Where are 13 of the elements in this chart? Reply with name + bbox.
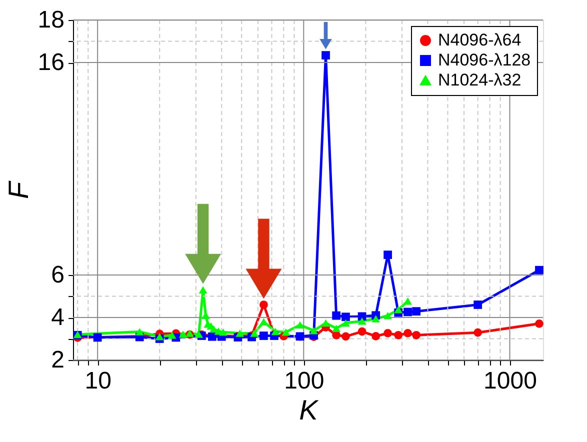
x-tick-label: 100 xyxy=(284,368,324,394)
legend-label: N4096-λ64 xyxy=(438,30,522,50)
legend-label: N4096-λ128 xyxy=(438,50,531,70)
y-axis-title: F xyxy=(2,180,34,200)
y-tick-label: 2 xyxy=(51,346,64,374)
x-axis-title: K xyxy=(299,394,320,426)
y-tick-label: 4 xyxy=(51,304,64,331)
y-tick-label: 6 xyxy=(51,262,64,288)
legend-label: N1024-λ32 xyxy=(438,70,522,90)
y-tick-label: 16 xyxy=(38,49,64,76)
x-tick-label: 10 xyxy=(84,368,112,394)
y-tick-label: 18 xyxy=(38,6,64,34)
x-tick-label: 1000 xyxy=(484,368,537,394)
